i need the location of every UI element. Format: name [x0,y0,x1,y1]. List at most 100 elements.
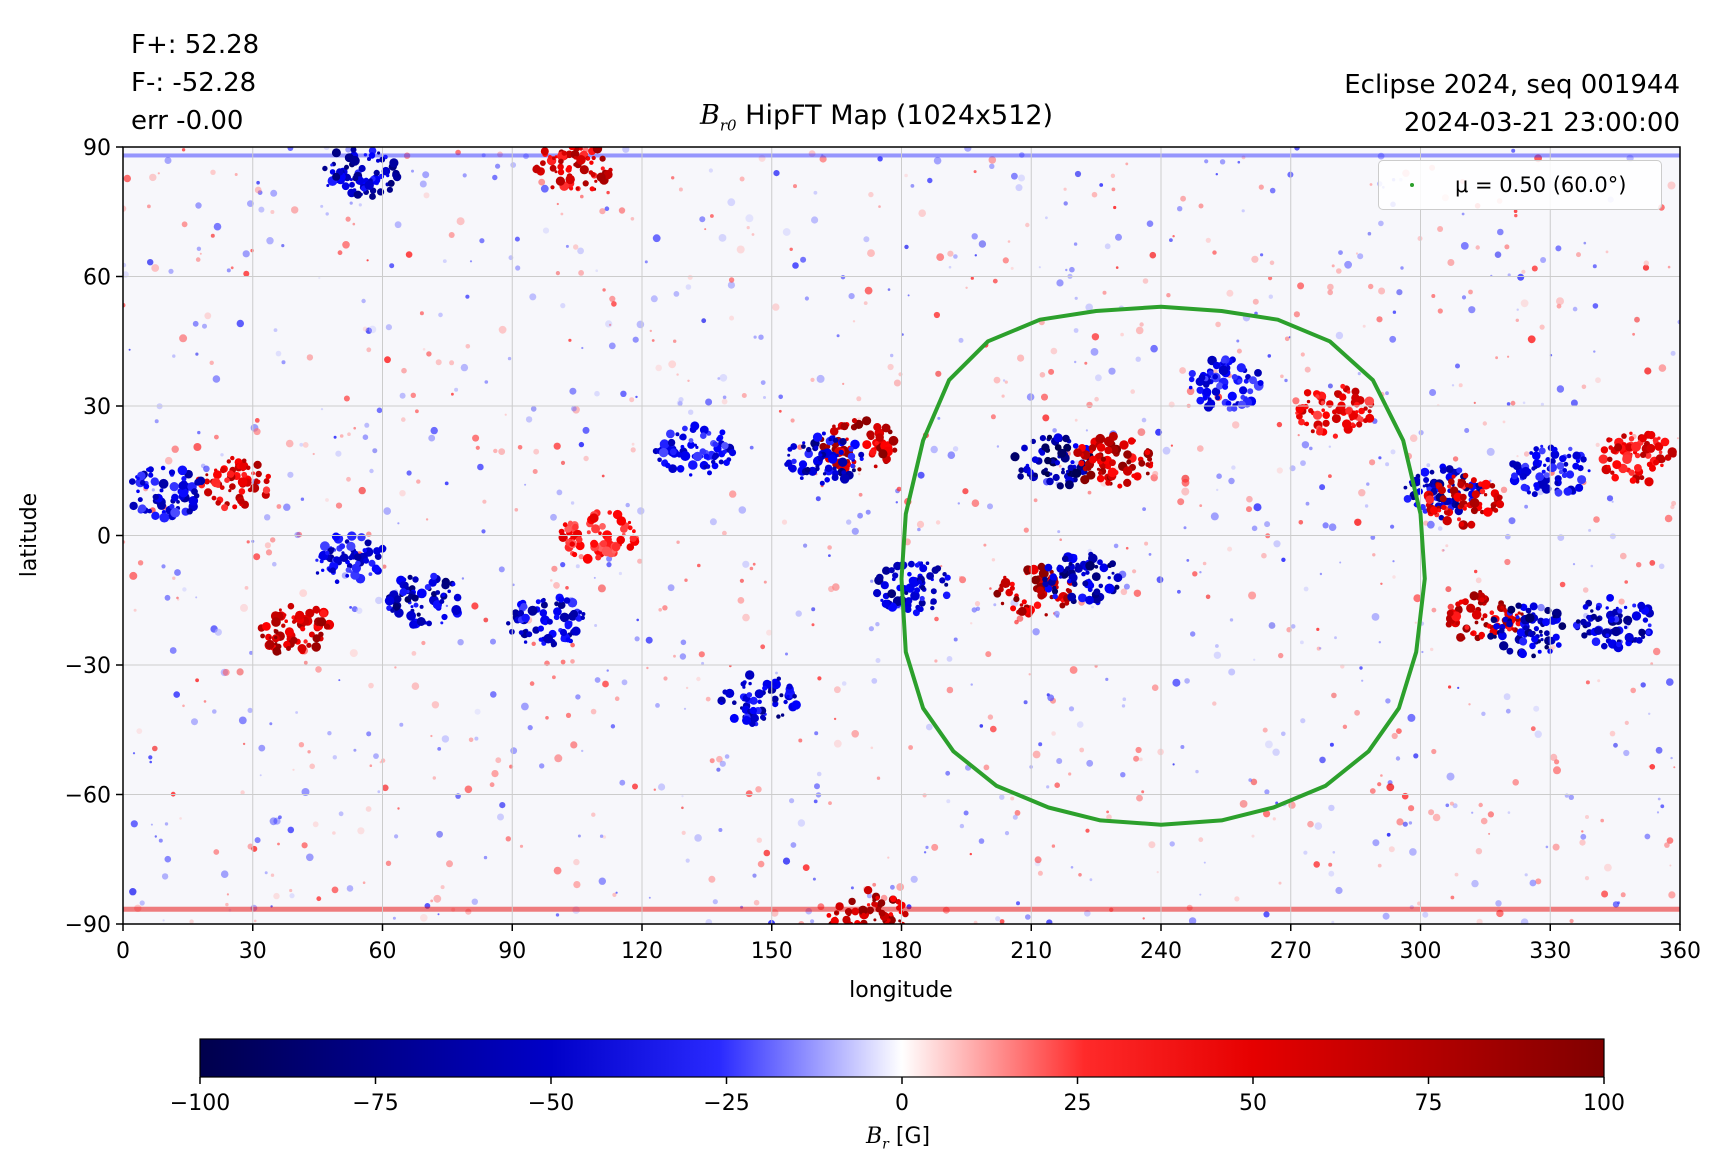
flux-region-dot [875,895,880,901]
speckle-dot [975,606,981,611]
speckle-dot [1141,417,1147,423]
flux-region-dot [330,163,334,167]
speckle-dot [578,441,585,448]
speckle-dot [325,212,329,216]
flux-region-dot [907,571,912,577]
speckle-dot [532,469,538,474]
flux-region-dot [129,501,138,511]
flux-region-dot [659,439,670,449]
speckle-dot [828,585,835,593]
flux-region-dot [1064,480,1074,490]
flux-region-dot [416,617,426,626]
speckle-dot [878,205,881,208]
speckle-dot [162,919,165,922]
speckle-dot [908,745,913,750]
flux-region-dot [1534,465,1538,470]
speckle-dot [1471,879,1479,888]
flux-region-dot [1126,459,1132,465]
speckle-dot [618,571,623,576]
flux-region-dot [1483,493,1488,497]
speckle-dot [828,554,831,557]
flux-region-dot [787,453,791,457]
flux-region-dot [358,164,366,173]
speckle-dot [1091,191,1098,198]
flux-region-dot [680,451,691,461]
flux-region-dot [1093,588,1101,596]
flux-region-dot [1629,477,1637,484]
speckle-dot [147,204,151,209]
speckle-dot [1032,750,1041,759]
flux-region-dot [1353,401,1360,408]
flux-region-dot [506,621,511,626]
flux-region-dot [1542,618,1551,627]
speckle-dot [816,374,825,383]
flux-region-dot [616,535,625,545]
speckle-dot [658,783,666,791]
flux-region-dot [1056,482,1064,490]
flux-region-dot [215,500,221,506]
speckle-dot [394,666,397,669]
flux-region-dot [160,465,166,471]
speckle-dot [1168,401,1175,408]
speckle-dot [1517,273,1525,281]
flux-region-dot [1422,484,1426,488]
flux-region-dot [1538,447,1546,455]
flux-region-dot [565,539,570,543]
flux-region-dot [1539,633,1543,637]
speckle-dot [349,201,353,205]
speckle-dot [870,579,874,583]
speckle-dot [309,763,316,770]
speckle-dot [1041,393,1048,401]
flux-region-dot [447,589,452,594]
speckle-dot [1429,389,1437,396]
flux-region-dot [582,141,587,146]
speckle-dot [270,189,278,197]
flux-region-dot [557,168,565,176]
flux-region-dot [1544,606,1552,615]
speckle-dot [1015,184,1023,192]
flux-region-dot [1554,481,1559,486]
speckle-dot [867,249,875,257]
speckle-dot [856,396,862,402]
flux-region-dot [1095,453,1103,461]
speckle-dot [1202,561,1207,566]
flux-region-dot [1558,622,1567,630]
speckle-dot [1120,332,1124,337]
speckle-dot [775,671,778,675]
speckle-dot [1199,504,1203,507]
speckle-dot [1252,298,1259,305]
speckle-dot [752,873,757,878]
flux-region-dot [1515,615,1520,620]
speckle-dot [610,724,616,729]
y-tick-label: −90 [65,913,111,938]
speckle-dot [419,311,424,316]
flux-region-dot [1244,396,1248,400]
speckle-dot [1309,446,1313,451]
speckle-dot [1133,755,1140,762]
flux-region-dot [1601,642,1608,650]
flux-region-dot [1322,419,1330,427]
flux-region-dot [315,571,320,575]
speckle-dot [273,817,281,825]
speckle-dot [560,659,566,665]
flux-region-dot [346,563,353,569]
speckle-dot [1307,820,1314,828]
speckle-dot [356,607,363,614]
speckle-dot [851,527,859,535]
flux-region-dot [518,630,524,635]
flux-region-dot [692,451,703,462]
flux-region-dot [250,483,260,493]
flux-region-dot [284,619,289,623]
flux-region-dot [917,579,922,585]
flux-region-dot [1237,378,1243,384]
speckle-dot [1372,553,1376,557]
speckle-dot [1338,250,1343,256]
flux-region-dot [632,529,636,534]
flux-region-dot [1098,470,1103,476]
speckle-dot [705,696,711,702]
speckle-dot [1074,170,1082,178]
flux-region-dot [287,602,295,610]
speckle-dot [1476,918,1483,924]
flux-region-dot [944,582,949,587]
speckle-dot [1423,520,1429,526]
